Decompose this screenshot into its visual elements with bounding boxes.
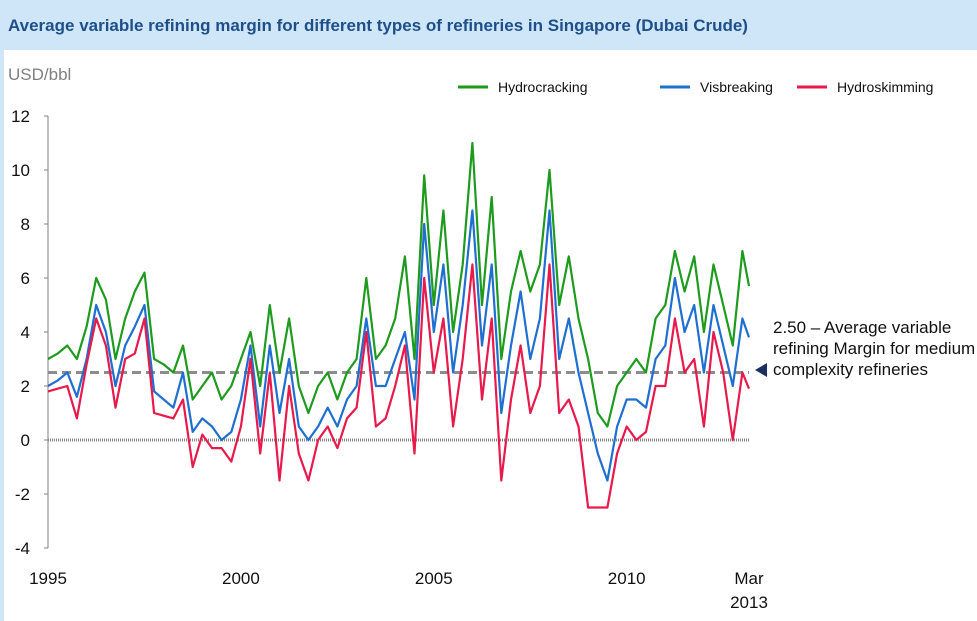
series-line [47, 209, 751, 482]
y-tick-label: 0 [21, 431, 30, 450]
y-tick-label: -4 [15, 539, 30, 558]
y-tick-label: 4 [21, 323, 30, 342]
x-tick-label: Mar 2013 [730, 569, 768, 612]
side-border [0, 50, 4, 621]
y-tick-label: 2 [21, 377, 30, 396]
reference-label: 2.50 – Average variable refining Margin … [773, 318, 976, 379]
y-tick-label: 12 [11, 107, 30, 126]
y-tick-label: -2 [15, 485, 30, 504]
reference-annotation: 2.50 – Average variable refining Margin … [773, 318, 976, 379]
series-line [47, 141, 751, 428]
title-bar [0, 0, 977, 50]
x-tick-label: 2010 [608, 569, 646, 588]
reference-arrow [755, 363, 767, 377]
series-line [47, 263, 751, 509]
x-tick-label: 2000 [222, 569, 260, 588]
chart-title: Average variable refining margin for dif… [8, 16, 748, 35]
legend-label: Hydroskimming [837, 79, 933, 95]
y-tick-label: 6 [21, 269, 30, 288]
x-tick-label: 2005 [415, 569, 453, 588]
legend-label: Visbreaking [700, 79, 773, 95]
y-tick-label: 10 [11, 161, 30, 180]
x-tick-label: 1995 [29, 569, 67, 588]
legend-label: Hydrocracking [498, 79, 587, 95]
y-axis-label: USD/bbl [8, 65, 71, 84]
y-tick-label: 8 [21, 215, 30, 234]
